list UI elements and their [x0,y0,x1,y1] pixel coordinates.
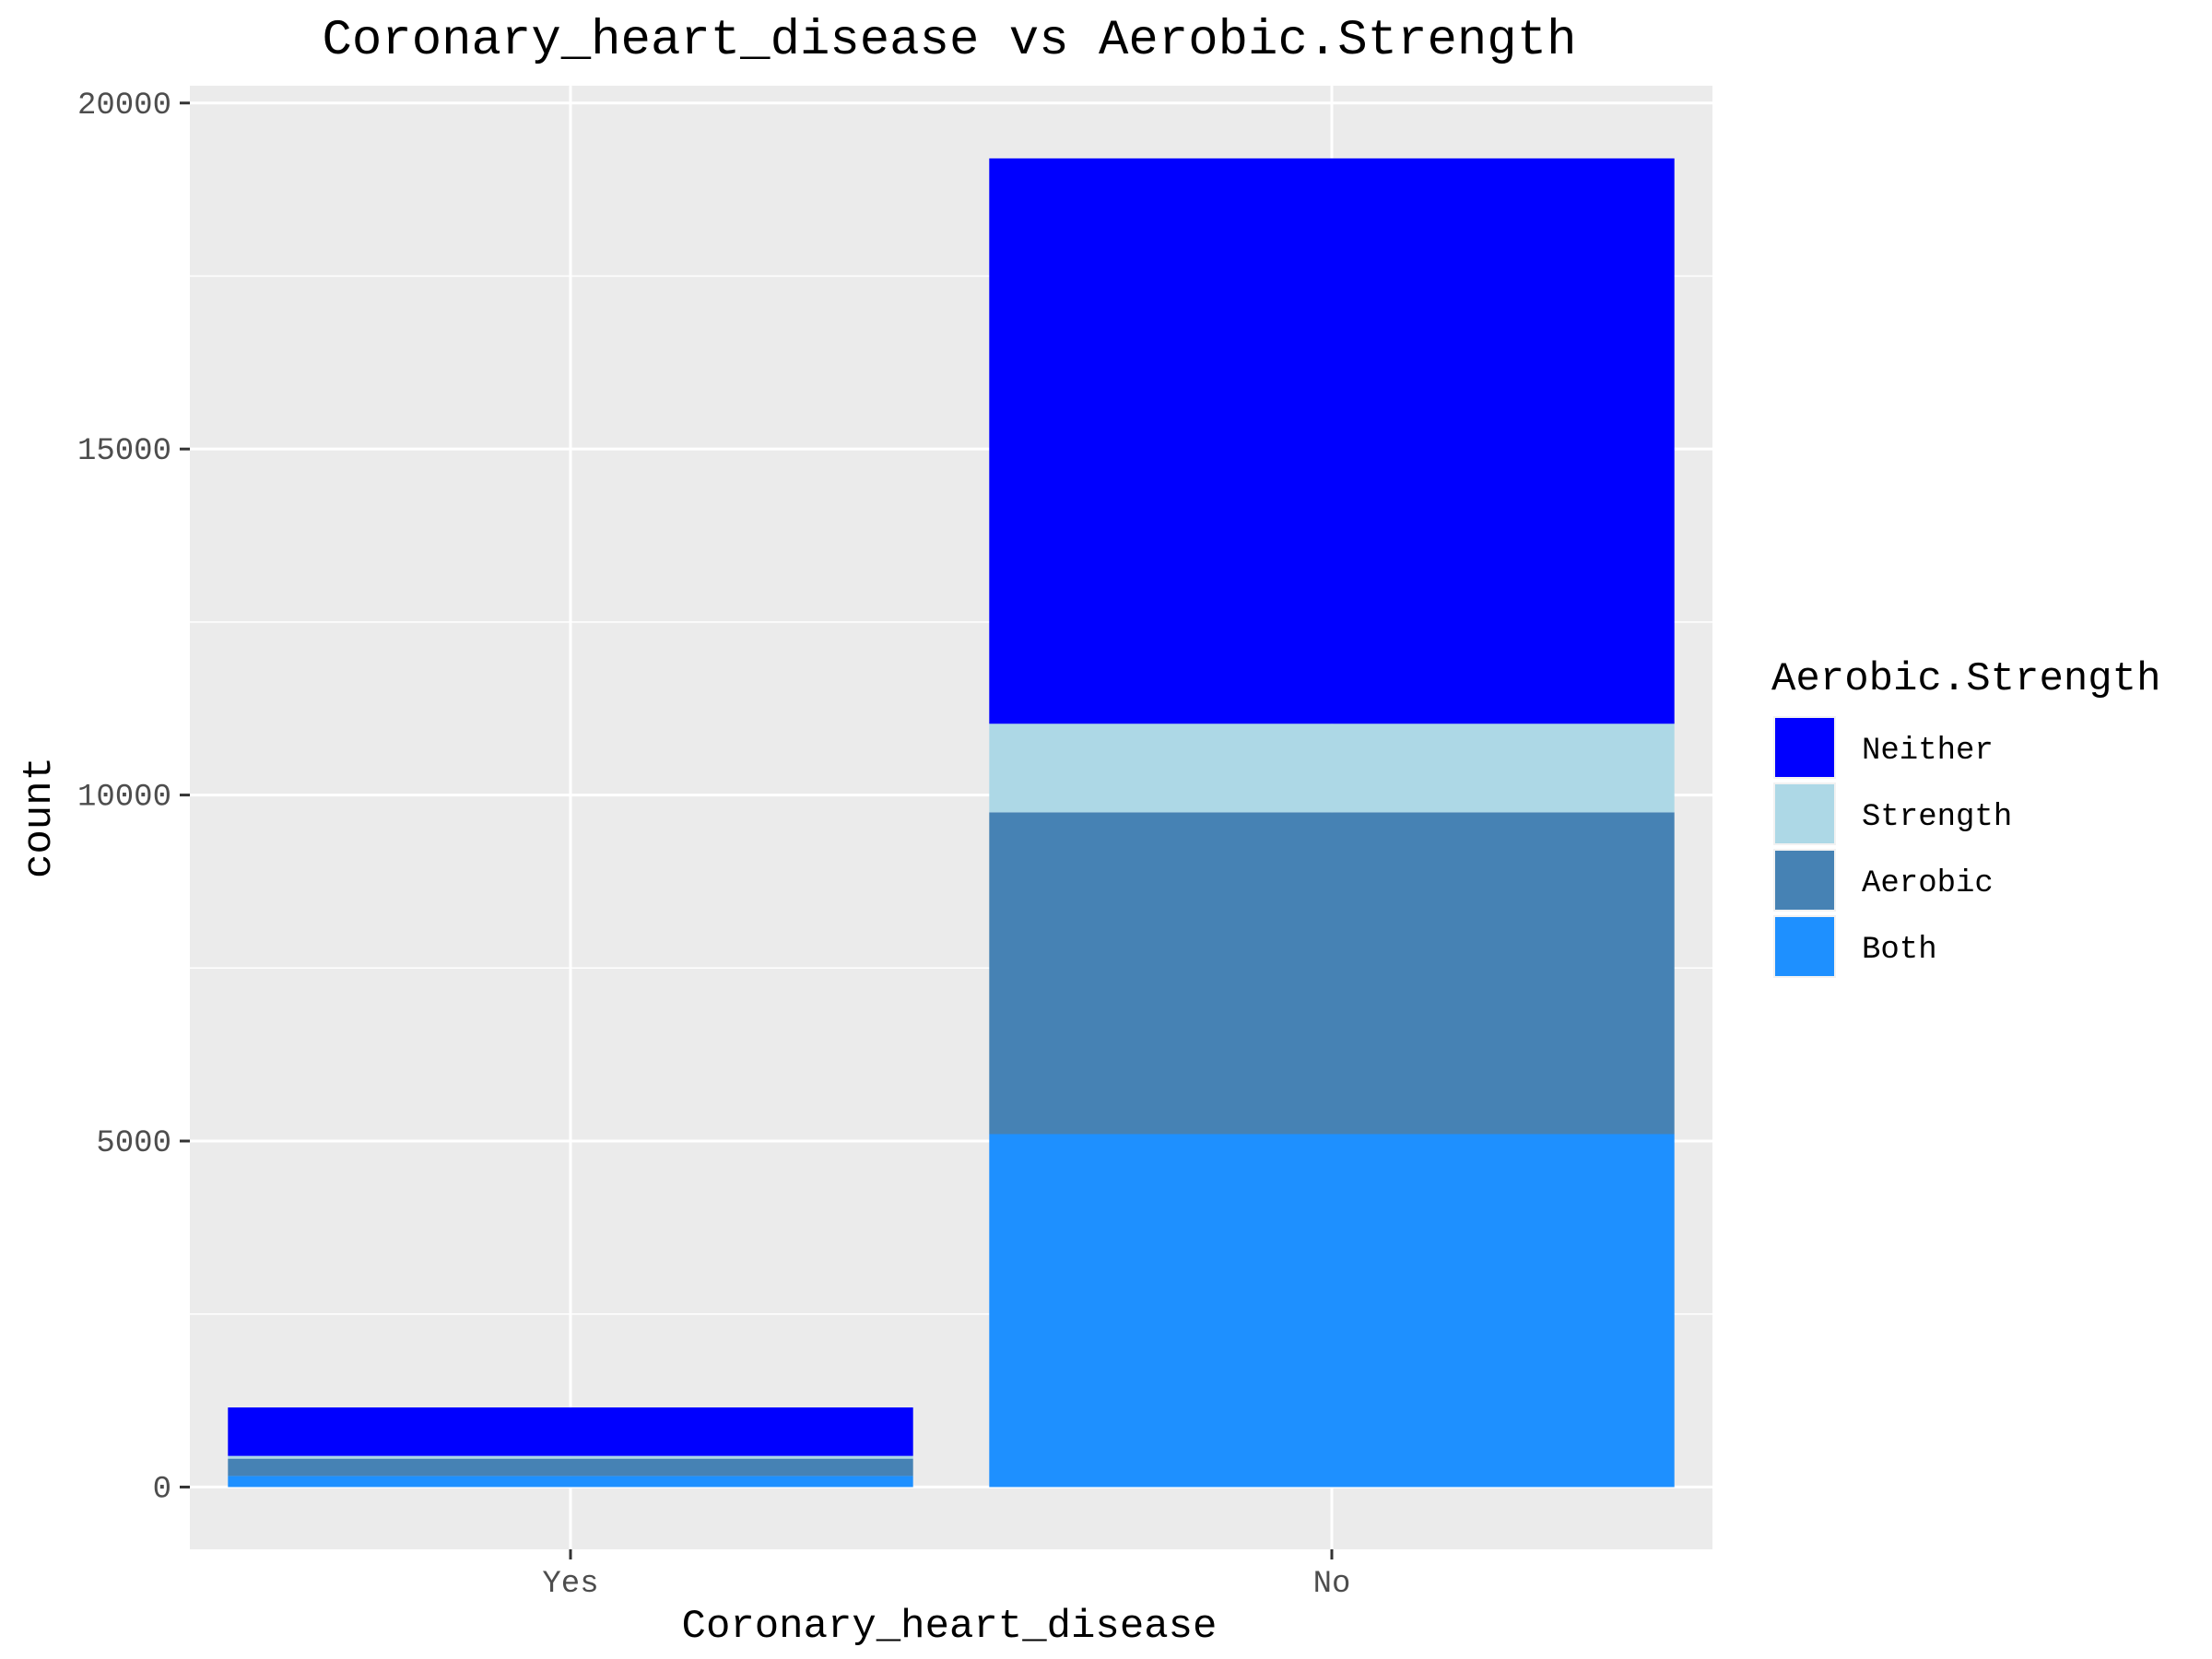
y-tick-label: 10000 [77,781,171,816]
legend-label-strength: Strength [1862,800,2012,835]
x-axis-title: Coronary_heart_disease [682,1604,1218,1650]
legend-key-both [1775,917,1834,976]
legend-label-both: Both [1862,933,1937,968]
y-tick-label: 0 [153,1472,171,1507]
y-axis: 0 5000 10000 15000 20000 [77,88,190,1507]
legend-key-strength [1775,784,1834,843]
legend: Aerobic.Strength Neither Strength Aerobic B… [1771,656,2160,978]
legend-label-neither: Neither [1862,734,1994,769]
legend-key-neither [1775,718,1834,777]
x-tick-label: No [1313,1567,1351,1602]
legend-label-aerobic: Aerobic [1862,866,1994,901]
bar-segment-no-neither [989,158,1675,724]
bar-segment-no-both [989,1134,1675,1488]
bar-segment-yes-strength [228,1455,913,1459]
bar-segment-yes-both [228,1476,913,1488]
y-tick-label: 20000 [77,88,171,124]
bar-segment-yes-aerobic [228,1458,913,1477]
bar-segment-no-strength [989,724,1675,813]
legend-key-aerobic [1775,851,1834,910]
x-axis: Yes No [542,1549,1350,1602]
legend-title: Aerobic.Strength [1771,656,2160,702]
x-tick-label: Yes [542,1567,598,1602]
bars [228,158,1675,1488]
bar-segment-yes-neither [228,1407,913,1456]
y-tick-label: 15000 [77,434,171,469]
y-axis-title: count [17,757,63,878]
y-tick-label: 5000 [96,1126,171,1161]
bar-segment-no-aerobic [989,812,1675,1135]
legend-items: Neither Strength Aerobic Both [1773,716,2012,978]
chart-title: Coronary_heart_disease vs Aerobic.Streng… [322,13,1576,69]
